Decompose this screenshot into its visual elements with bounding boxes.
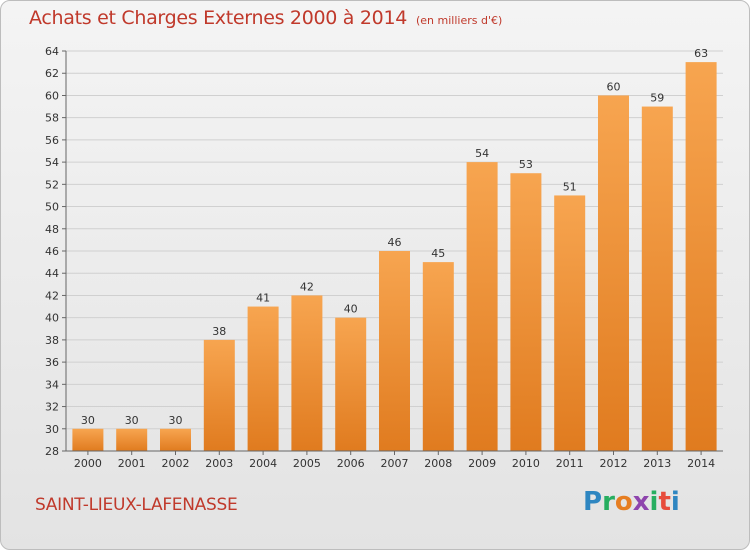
y-tick-label: 44 [45,267,59,280]
x-tick-label: 2009 [468,457,496,470]
logo-letter: i [670,487,680,517]
bar-2002 [160,428,191,451]
x-tick-label: 2007 [381,457,409,470]
proxiti-logo: Proxiti [583,487,680,517]
y-tick-label: 58 [45,112,59,125]
bar-2014 [685,62,717,451]
x-axis: 2000 2001 2002 2003 2004 2005 2006 2007 2008 2009… [66,450,723,470]
bar-2005 [291,295,323,451]
x-tick-label: 2004 [249,457,277,470]
x-tick-label: 2001 [118,457,146,470]
bar-2006 [335,317,367,451]
data-label: 38 [212,325,226,338]
x-tick-label: 2006 [337,457,365,470]
x-tick-label: 2008 [424,457,452,470]
y-tick-label: 42 [45,289,59,302]
bar-2009 [466,162,498,451]
y-tick-label: 34 [45,378,59,391]
bar-2000 [72,428,104,451]
data-label: 60 [607,80,621,93]
bar-2013 [641,106,673,452]
data-label: 30 [169,414,183,427]
data-labels: 30 30 30 38 41 42 40 46 45 54 53 51 60 59 63 [81,47,708,427]
bar-2011 [554,195,586,451]
y-tick-label: 52 [45,178,59,191]
x-tick-label: 2002 [162,457,190,470]
data-label: 45 [431,247,445,260]
data-label: 30 [81,414,95,427]
data-label: 41 [256,292,270,305]
bar-2012 [598,95,629,451]
y-tick-label: 50 [45,201,59,214]
logo-letter: r [602,487,615,517]
data-label: 53 [519,158,533,171]
x-tick-label: 2005 [293,457,321,470]
x-tick-label: 2003 [205,457,233,470]
y-axis: 28 30 32 34 36 38 40 42 44 46 48 50 52 54 56 58 60 62 64 [45,45,67,458]
y-tick-label: 60 [45,89,59,102]
data-label: 63 [694,47,708,60]
y-tick-label: 48 [45,223,59,236]
chart-title: Achats et Charges Externes 2000 à 2014 [29,7,408,29]
bar-2003 [203,339,235,451]
x-tick-label: 2014 [687,457,715,470]
bar-2010 [510,173,542,451]
data-label: 40 [344,303,358,316]
y-tick-label: 28 [45,445,59,458]
logo-letter: t [658,487,671,517]
data-label: 51 [563,180,577,193]
bar-2008 [422,262,454,451]
y-tick-label: 30 [45,423,59,436]
bar-2001 [116,428,148,451]
bar-2007 [379,251,410,451]
logo-letter: i [649,487,659,517]
y-tick-label: 56 [45,134,59,147]
data-label: 54 [475,147,489,160]
y-tick-label: 32 [45,401,59,414]
y-tick-label: 38 [45,334,59,347]
logo-letter: o [614,487,633,517]
y-tick-label: 36 [45,356,59,369]
x-tick-label: 2000 [74,457,102,470]
x-tick-label: 2013 [643,457,671,470]
x-tick-label: 2010 [512,457,540,470]
y-tick-label: 62 [45,67,59,80]
data-label: 46 [388,236,402,249]
data-label: 30 [125,414,139,427]
bar-2004 [247,306,279,451]
y-tick-label: 40 [45,312,59,325]
chart-subtitle: (en milliers d'€) [416,14,503,27]
data-label: 59 [650,92,664,105]
logo-letter: P [583,487,603,517]
x-tick-label: 2011 [556,457,584,470]
y-tick-label: 54 [45,156,59,169]
logo-letter: x [632,487,650,517]
bars [72,62,717,452]
y-tick-label: 46 [45,245,59,258]
y-tick-label: 64 [45,45,59,58]
x-tick-label: 2012 [600,457,628,470]
data-label: 42 [300,280,314,293]
commune-name: SAINT-LIEUX-LAFENASSE [35,495,238,515]
